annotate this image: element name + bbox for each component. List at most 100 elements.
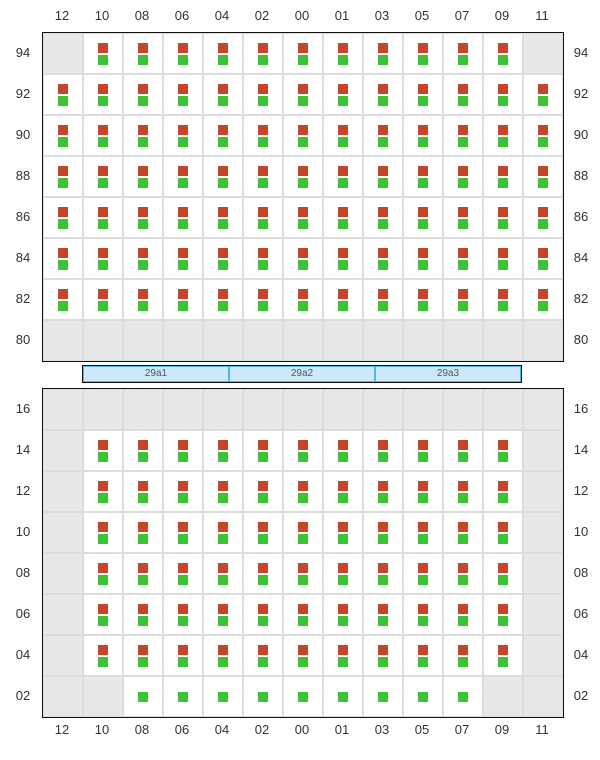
slot[interactable] [483, 115, 523, 156]
slot[interactable] [243, 197, 283, 238]
pdu-segment[interactable]: 29a3 [375, 366, 521, 382]
slot[interactable] [363, 594, 403, 635]
slot[interactable] [123, 197, 163, 238]
slot[interactable] [523, 320, 563, 361]
slot[interactable] [83, 389, 123, 430]
slot[interactable] [523, 238, 563, 279]
slot[interactable] [403, 33, 443, 74]
slot[interactable] [203, 238, 243, 279]
slot[interactable] [403, 471, 443, 512]
slot[interactable] [443, 320, 483, 361]
slot[interactable] [443, 471, 483, 512]
slot[interactable] [123, 320, 163, 361]
slot[interactable] [163, 115, 203, 156]
slot[interactable] [243, 430, 283, 471]
slot[interactable] [403, 197, 443, 238]
slot[interactable] [283, 471, 323, 512]
slot[interactable] [243, 594, 283, 635]
slot[interactable] [83, 635, 123, 676]
slot[interactable] [523, 389, 563, 430]
slot[interactable] [163, 430, 203, 471]
slot[interactable] [443, 389, 483, 430]
slot[interactable] [323, 676, 363, 717]
slot[interactable] [323, 430, 363, 471]
slot[interactable] [83, 197, 123, 238]
slot[interactable] [163, 676, 203, 717]
slot[interactable] [243, 471, 283, 512]
slot[interactable] [83, 115, 123, 156]
slot[interactable] [123, 115, 163, 156]
slot[interactable] [123, 238, 163, 279]
slot[interactable] [43, 553, 83, 594]
slot[interactable] [403, 594, 443, 635]
slot[interactable] [443, 635, 483, 676]
slot[interactable] [43, 389, 83, 430]
slot[interactable] [363, 430, 403, 471]
slot[interactable] [243, 279, 283, 320]
slot[interactable] [123, 389, 163, 430]
slot[interactable] [163, 471, 203, 512]
slot[interactable] [483, 389, 523, 430]
slot[interactable] [483, 197, 523, 238]
slot[interactable] [43, 471, 83, 512]
slot[interactable] [483, 553, 523, 594]
slot[interactable] [123, 512, 163, 553]
slot[interactable] [403, 156, 443, 197]
slot[interactable] [43, 197, 83, 238]
slot[interactable] [43, 238, 83, 279]
slot[interactable] [203, 74, 243, 115]
slot[interactable] [123, 74, 163, 115]
slot[interactable] [83, 74, 123, 115]
slot[interactable] [403, 279, 443, 320]
slot[interactable] [363, 471, 403, 512]
slot[interactable] [483, 594, 523, 635]
slot[interactable] [363, 279, 403, 320]
slot[interactable] [163, 238, 203, 279]
slot[interactable] [403, 238, 443, 279]
slot[interactable] [83, 512, 123, 553]
slot[interactable] [523, 74, 563, 115]
slot[interactable] [483, 635, 523, 676]
slot[interactable] [363, 676, 403, 717]
slot[interactable] [523, 430, 563, 471]
slot[interactable] [483, 320, 523, 361]
slot[interactable] [483, 279, 523, 320]
slot[interactable] [203, 676, 243, 717]
slot[interactable] [323, 197, 363, 238]
slot[interactable] [363, 74, 403, 115]
slot[interactable] [283, 156, 323, 197]
slot[interactable] [123, 594, 163, 635]
slot[interactable] [323, 389, 363, 430]
slot[interactable] [283, 512, 323, 553]
slot[interactable] [243, 33, 283, 74]
slot[interactable] [43, 430, 83, 471]
slot[interactable] [163, 389, 203, 430]
slot[interactable] [243, 74, 283, 115]
slot[interactable] [523, 279, 563, 320]
slot[interactable] [203, 389, 243, 430]
slot[interactable] [243, 635, 283, 676]
slot[interactable] [243, 553, 283, 594]
slot[interactable] [523, 594, 563, 635]
slot[interactable] [83, 471, 123, 512]
slot[interactable] [363, 512, 403, 553]
slot[interactable] [483, 471, 523, 512]
slot[interactable] [163, 553, 203, 594]
slot[interactable] [483, 238, 523, 279]
slot[interactable] [363, 115, 403, 156]
slot[interactable] [483, 676, 523, 717]
slot[interactable] [123, 430, 163, 471]
slot[interactable] [443, 676, 483, 717]
slot[interactable] [443, 33, 483, 74]
slot[interactable] [43, 512, 83, 553]
slot[interactable] [203, 594, 243, 635]
slot[interactable] [163, 33, 203, 74]
slot[interactable] [403, 553, 443, 594]
slot[interactable] [243, 389, 283, 430]
slot[interactable] [243, 156, 283, 197]
slot[interactable] [523, 676, 563, 717]
slot[interactable] [243, 320, 283, 361]
slot[interactable] [523, 635, 563, 676]
slot[interactable] [323, 594, 363, 635]
slot[interactable] [203, 197, 243, 238]
